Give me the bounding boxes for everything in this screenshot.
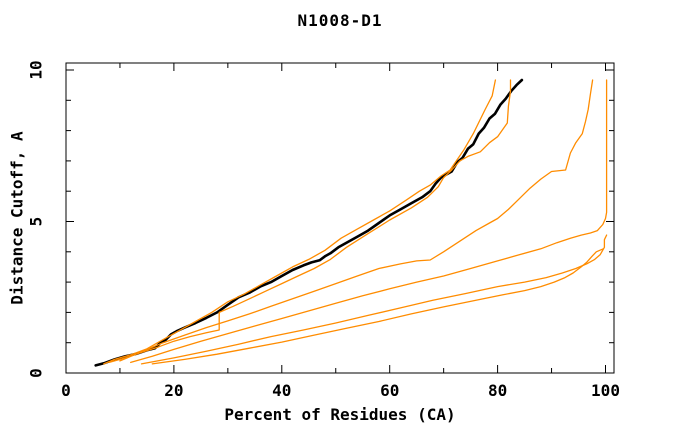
y-tick-label: 10 bbox=[27, 60, 46, 79]
series-line-model-orange-4 bbox=[130, 79, 608, 364]
series-line-model-orange-2 bbox=[108, 79, 512, 364]
series-line-reference-model-black bbox=[94, 78, 524, 367]
x-tick-label: 60 bbox=[380, 381, 399, 400]
x-tick-label: 40 bbox=[272, 381, 291, 400]
series-line-model-orange-3 bbox=[119, 79, 594, 362]
y-tick-label: 0 bbox=[27, 368, 46, 378]
y-tick-label: 5 bbox=[27, 217, 46, 227]
series-line-model-orange-6 bbox=[151, 248, 604, 365]
x-tick-label: 80 bbox=[488, 381, 507, 400]
series-line-model-orange-1 bbox=[103, 79, 497, 365]
plot-frame bbox=[65, 62, 615, 374]
chart-title: N1008-D1 bbox=[297, 11, 383, 30]
series-line-model-orange-5 bbox=[140, 234, 608, 365]
x-axis-label: Percent of Residues (CA) bbox=[224, 405, 456, 424]
y-axis-label: Distance Cutoff, A bbox=[7, 131, 27, 305]
x-tick-label: 20 bbox=[164, 381, 183, 400]
x-tick-label: 0 bbox=[61, 381, 71, 400]
x-tick-label: 100 bbox=[591, 381, 620, 400]
